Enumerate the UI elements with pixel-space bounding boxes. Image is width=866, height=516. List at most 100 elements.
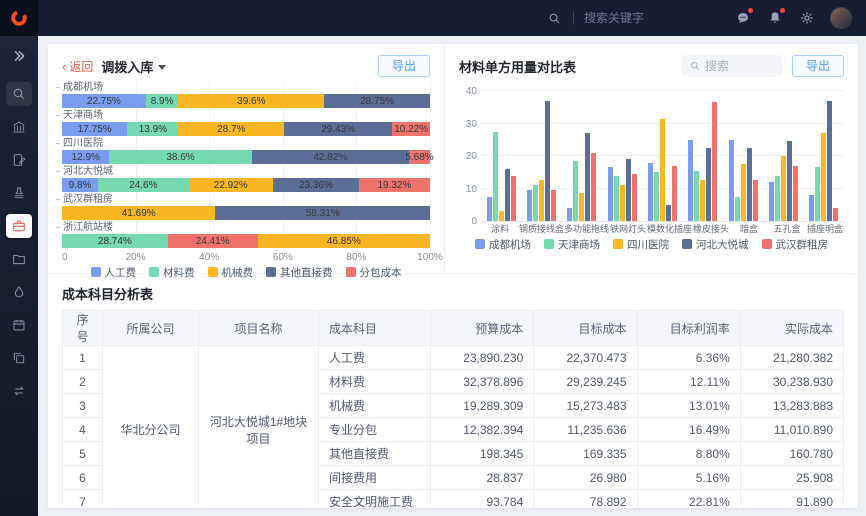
bar-天津商场[interactable] (613, 175, 619, 221)
sidebar-item-folder[interactable] (6, 247, 32, 271)
bar-武汉群租房[interactable] (792, 165, 798, 221)
bar-segment-材料费[interactable]: 24.6% (98, 178, 189, 192)
bar-segment-人工费[interactable]: 9.8% (62, 178, 99, 192)
bar-河北大悦城[interactable] (585, 133, 591, 221)
sidebar-item-search[interactable] (6, 82, 32, 106)
bar-四川医院[interactable] (498, 211, 504, 221)
sidebar-item-document-edit[interactable] (6, 148, 32, 172)
bar-segment-人工费[interactable]: 12.9% (62, 150, 110, 164)
bar-河北大悦城[interactable] (665, 204, 671, 221)
bar-天津商场[interactable] (815, 167, 821, 221)
bar-segment-其他直接费[interactable]: 23.36% (272, 178, 359, 192)
bar-武汉群租房[interactable] (833, 208, 839, 221)
bar-武汉群租房[interactable] (591, 152, 597, 221)
sidebar-item-water-drop[interactable] (6, 280, 32, 304)
bar-四川医院[interactable] (780, 156, 786, 221)
sidebar-item-copy[interactable] (6, 346, 32, 370)
bar-河北大悦城[interactable] (827, 100, 833, 221)
chart-search[interactable] (681, 55, 782, 77)
bar-segment-机械费[interactable]: 41.69% (62, 206, 216, 220)
bar-武汉群租房[interactable] (712, 102, 718, 221)
bar-成都机场[interactable] (607, 167, 613, 221)
bar-四川医院[interactable] (821, 133, 827, 221)
bar-天津商场[interactable] (734, 196, 740, 221)
app-logo[interactable] (0, 0, 38, 36)
sidebar-item-bank[interactable] (6, 115, 32, 139)
legend-item[interactable]: 分包成本 (345, 265, 402, 280)
legend-item[interactable]: 武汉群租房 (761, 237, 828, 252)
export-button-left[interactable]: 导出 (377, 55, 430, 77)
bar-四川医院[interactable] (700, 180, 706, 221)
legend-item[interactable]: 人工费 (90, 265, 136, 280)
bar-segment-材料费[interactable]: 28.74% (62, 234, 168, 248)
avatar[interactable] (830, 7, 852, 29)
bar-segment-机械费[interactable]: 22.92% (188, 178, 273, 192)
bar-segment-分包成本[interactable]: 10.22% (392, 122, 430, 136)
chart-search-input[interactable] (704, 59, 765, 73)
bar-segment-人工费[interactable]: 22.75% (62, 94, 146, 108)
bar-segment-分包成本[interactable]: 5.68% (405, 150, 434, 164)
bar-天津商场[interactable] (653, 172, 659, 221)
bar-segment-人工费[interactable]: 17.75% (62, 122, 128, 136)
legend-item[interactable]: 材料费 (149, 265, 195, 280)
sidebar-item-transfer[interactable] (6, 379, 32, 403)
bar-segment-材料费[interactable]: 8.9% (145, 94, 179, 108)
bar-武汉群租房[interactable] (631, 173, 637, 221)
gear-button[interactable] (798, 9, 816, 27)
bar-四川医院[interactable] (619, 185, 625, 221)
bar-河北大悦城[interactable] (746, 147, 752, 221)
bar-成都机场[interactable] (809, 195, 815, 221)
bar-河北大悦城[interactable] (504, 169, 510, 221)
bar-武汉群租房[interactable] (550, 190, 556, 221)
bar-segment-材料费[interactable]: 38.6% (109, 150, 252, 164)
legend-item[interactable]: 河北大悦城 (682, 237, 749, 252)
bar-segment-分包成本[interactable]: 24.41% (167, 234, 258, 248)
bar-四川医院[interactable] (659, 118, 665, 221)
bar-成都机场[interactable] (526, 190, 532, 221)
bar-武汉群租房[interactable] (752, 180, 758, 221)
bar-成都机场[interactable] (728, 139, 734, 221)
bar-天津商场[interactable] (532, 185, 538, 221)
bar-河北大悦城[interactable] (625, 159, 631, 221)
bar-武汉群租房[interactable] (671, 165, 677, 221)
legend-item[interactable]: 四川医院 (613, 237, 669, 252)
legend-item[interactable]: 其他直接费 (266, 265, 333, 280)
legend-item[interactable]: 成都机场 (475, 237, 531, 252)
bar-成都机场[interactable] (567, 208, 573, 221)
export-button-right[interactable]: 导出 (791, 55, 844, 77)
global-search-input[interactable] (584, 11, 694, 25)
sidebar-item-expand[interactable] (6, 44, 32, 68)
back-link[interactable]: ‹ 返回 (62, 58, 93, 75)
breadcrumb-title[interactable]: 调拨入库 (101, 57, 167, 76)
bar-河北大悦城[interactable] (706, 147, 712, 221)
bar-成都机场[interactable] (647, 162, 653, 221)
sidebar-item-calendar[interactable] (6, 313, 32, 337)
bar-segment-其他直接费[interactable]: 29.43% (284, 122, 393, 136)
sidebar-item-briefcase[interactable] (6, 214, 32, 238)
bar-成都机场[interactable] (486, 196, 492, 221)
bar-河北大悦城[interactable] (786, 141, 792, 221)
bar-segment-其他直接费[interactable]: 42.82% (251, 150, 410, 164)
bar-segment-其他直接费[interactable]: 58.31% (215, 206, 430, 220)
bell-button[interactable] (766, 8, 785, 27)
bar-武汉群租房[interactable] (510, 175, 516, 221)
bar-segment-机械费[interactable]: 46.85% (257, 234, 430, 248)
bar-四川医院[interactable] (538, 180, 544, 221)
bar-成都机场[interactable] (688, 139, 694, 221)
message-button[interactable] (734, 8, 753, 27)
bar-天津商场[interactable] (573, 160, 579, 221)
global-search[interactable] (545, 9, 694, 27)
bar-四川医院[interactable] (579, 193, 585, 221)
bar-天津商场[interactable] (492, 131, 498, 221)
bar-成都机场[interactable] (768, 182, 774, 221)
bar-河北大悦城[interactable] (544, 100, 550, 221)
bar-segment-机械费[interactable]: 28.7% (178, 122, 285, 136)
bar-天津商场[interactable] (694, 170, 700, 221)
legend-item[interactable]: 天津商场 (544, 237, 600, 252)
bar-四川医院[interactable] (740, 164, 746, 221)
bar-segment-机械费[interactable]: 39.6% (178, 94, 325, 108)
bar-segment-分包成本[interactable]: 19.32% (358, 178, 430, 192)
bar-segment-材料费[interactable]: 13.9% (127, 122, 179, 136)
bar-天津商场[interactable] (774, 175, 780, 221)
sidebar-item-stamp[interactable] (6, 181, 32, 205)
